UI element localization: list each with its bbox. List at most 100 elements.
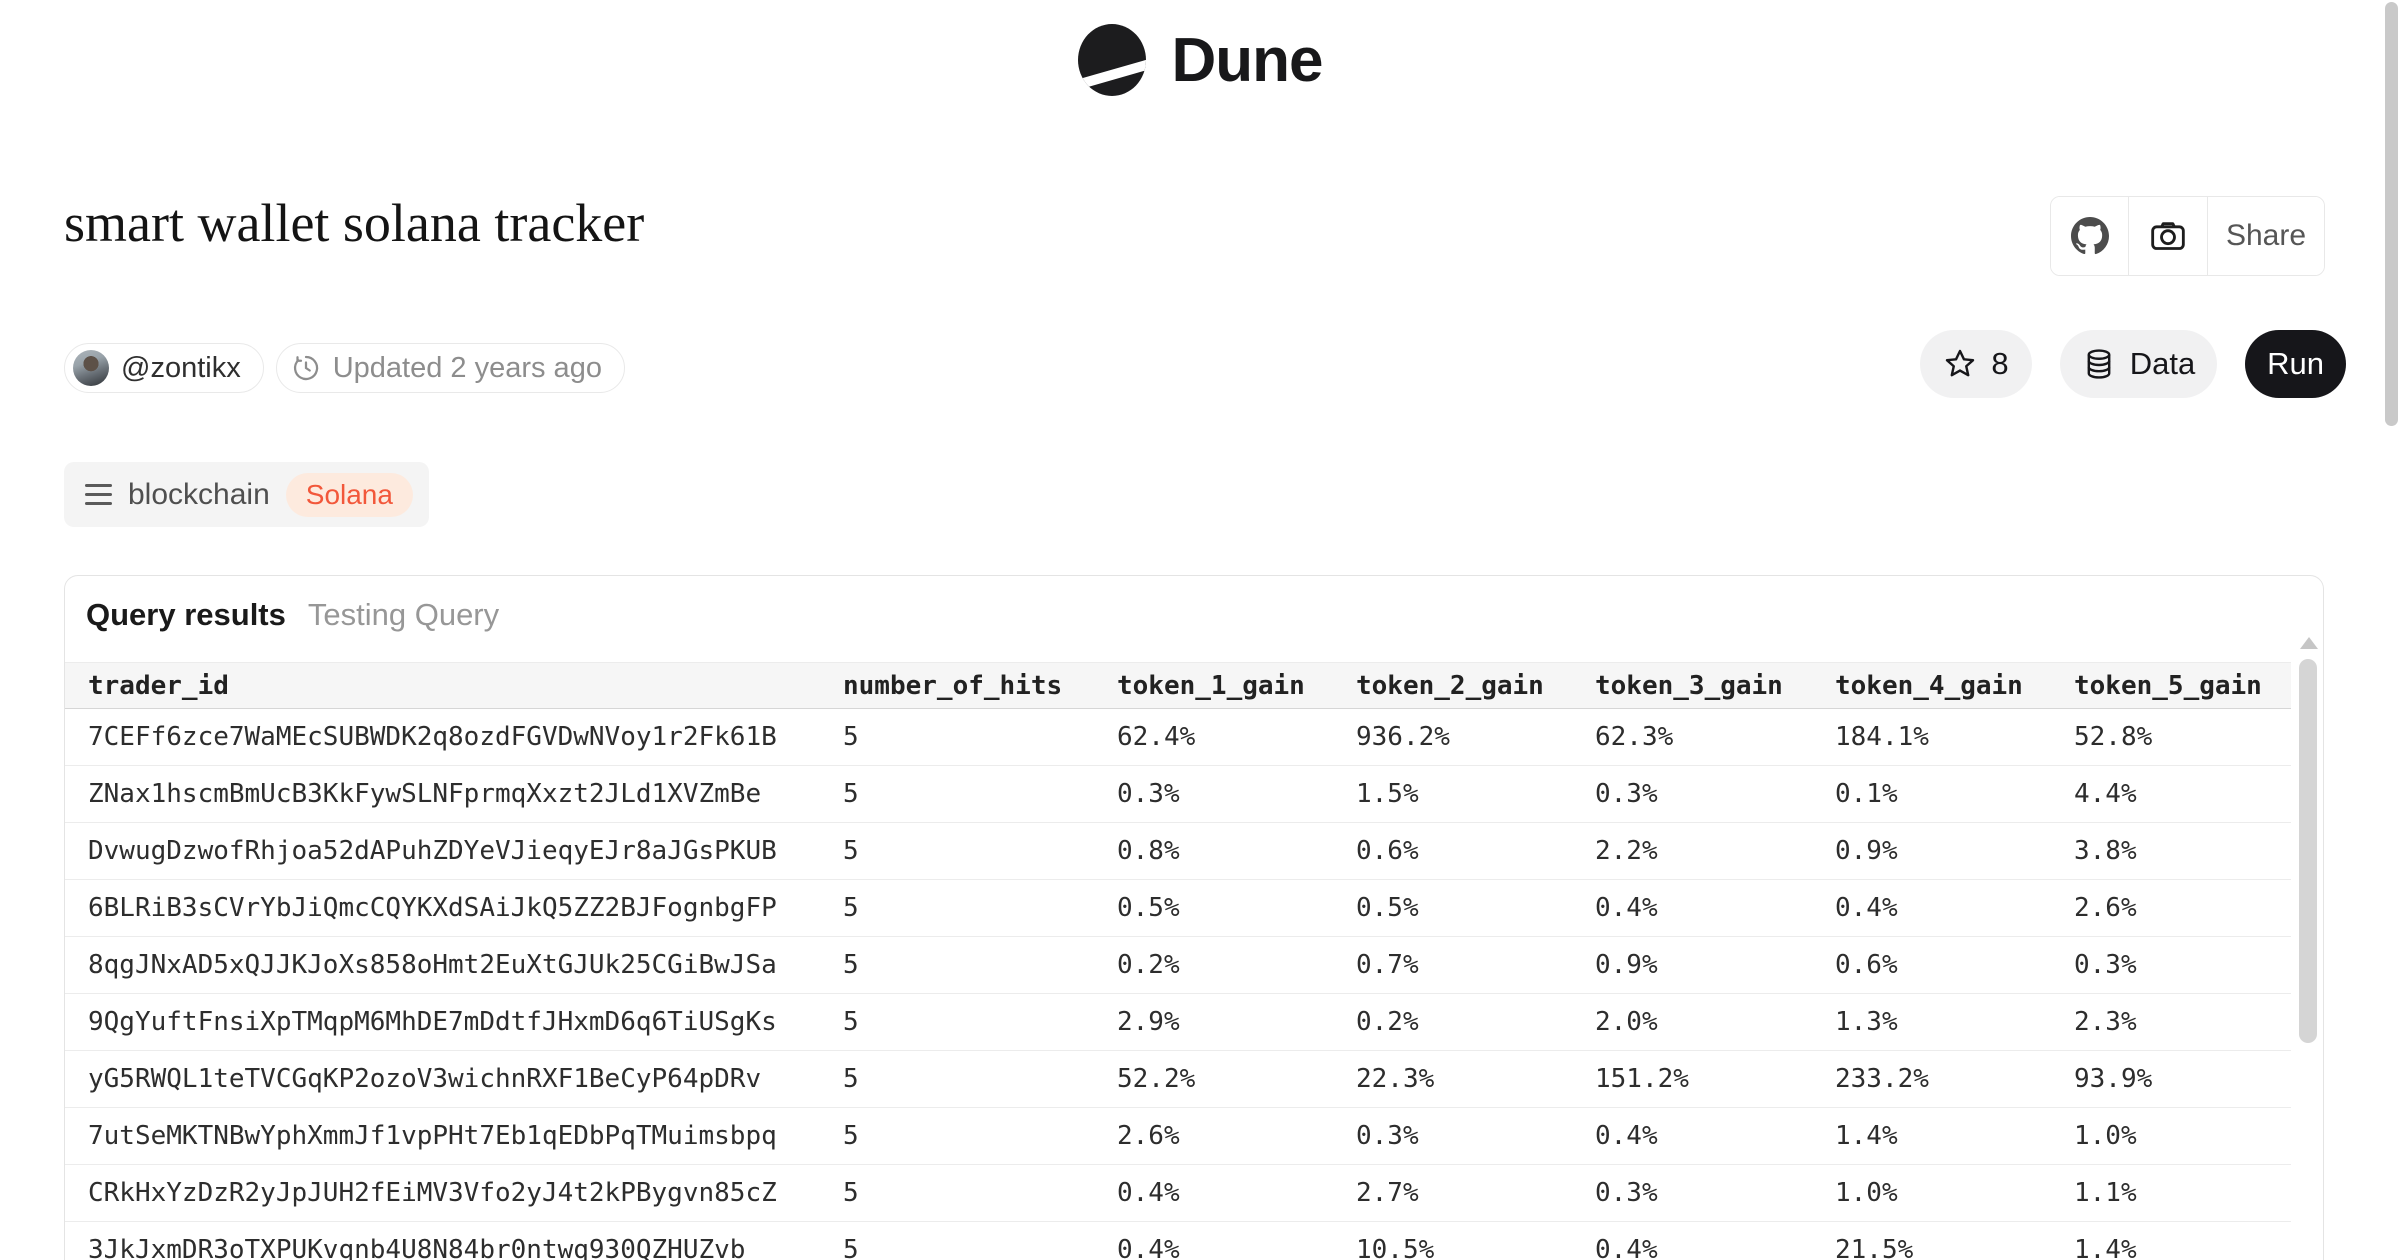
table-cell: 5 (843, 822, 1117, 880)
table-cell: 0.2% (1117, 936, 1356, 994)
table-cell: 5 (843, 1164, 1117, 1222)
table-cell: 0.4% (1835, 879, 2074, 937)
table-cell: 5 (843, 1050, 1117, 1108)
table-cell: 0.9% (1595, 936, 1835, 994)
page-scrollbar-thumb[interactable] (2385, 2, 2398, 426)
screenshot-button[interactable] (2129, 197, 2208, 275)
table-cell: 0.6% (1356, 822, 1595, 880)
clock-icon (291, 353, 321, 383)
data-button[interactable]: Data (2060, 330, 2217, 398)
table-cell: 0.2% (1356, 993, 1595, 1051)
table-cell: ZNax1hscmBmUcB3KkFywSLNFprmqXxzt2JLd1XVZ… (65, 765, 843, 823)
column-header-trader_id: trader_id (65, 662, 843, 709)
table-cell: 93.9% (2074, 1050, 2291, 1108)
column-header-token_1_gain: token_1_gain (1117, 662, 1356, 709)
drag-handle-icon[interactable] (85, 484, 112, 505)
updated-chip: Updated 2 years ago (275, 343, 625, 393)
table-scroll-up-arrow[interactable] (2300, 637, 2318, 649)
table-cell: 1.0% (2074, 1107, 2291, 1165)
data-button-label: Data (2129, 346, 2196, 381)
results-header: Query results Testing Query (65, 576, 2323, 662)
table-cell: 52.8% (2074, 708, 2291, 766)
table-row: 3JkJxmDR3oTXPUKvqnb4U8N84br0ntwq930QZHUZ… (65, 1221, 2291, 1260)
table-cell: 0.5% (1117, 879, 1356, 937)
table-cell: 7CEFf6zce7WaMEcSUBWDK2q8ozdFGVDwNVoy1r2F… (65, 708, 843, 766)
page-title: smart wallet solana tracker (64, 193, 645, 253)
run-button-label: Run (2267, 346, 2324, 381)
table-cell: 2.3% (2074, 993, 2291, 1051)
table-cell: 2.0% (1595, 993, 1835, 1051)
table-cell: 233.2% (1835, 1050, 2074, 1108)
table-cell: 2.6% (1117, 1107, 1356, 1165)
table-cell: 22.3% (1356, 1050, 1595, 1108)
updated-text: Updated 2 years ago (332, 351, 602, 384)
table-cell: 2.2% (1595, 822, 1835, 880)
table-cell: 5 (843, 936, 1117, 994)
table-cell: CRkHxYzDzR2yJpJUH2fEiMV3Vfo2yJ4t2kPBygvn… (65, 1164, 843, 1222)
table-cell: 0.4% (1595, 879, 1835, 937)
table-cell: 0.4% (1595, 1221, 1835, 1260)
table-scrollbar-thumb[interactable] (2299, 659, 2317, 1043)
table-cell: 5 (843, 1107, 1117, 1165)
run-button[interactable]: Run (2245, 330, 2346, 398)
table-cell: 5 (843, 993, 1117, 1051)
share-button[interactable]: Share (2208, 197, 2324, 275)
table-cell: 151.2% (1595, 1050, 1835, 1108)
table-cell: 0.4% (1595, 1107, 1835, 1165)
results-table-body: 7CEFf6zce7WaMEcSUBWDK2q8ozdFGVDwNVoy1r2F… (65, 708, 2291, 1260)
dune-logo-icon[interactable] (1077, 24, 1146, 96)
column-header-token_2_gain: token_2_gain (1356, 662, 1595, 709)
author-avatar (73, 350, 109, 386)
github-button[interactable] (2051, 197, 2129, 275)
share-button-label: Share (2225, 219, 2307, 252)
brand-header: Dune (0, 24, 2400, 96)
column-header-token_5_gain: token_5_gain (2074, 662, 2291, 709)
table-row: 6BLRiB3sCVrYbJiQmcCQYKXdSAiJkQ5ZZ2BJFogn… (65, 879, 2291, 937)
table-cell: 0.4% (1117, 1164, 1356, 1222)
table-cell: 3JkJxmDR3oTXPUKvqnb4U8N84br0ntwq930QZHUZ… (65, 1221, 843, 1260)
table-cell: 8qgJNxAD5xQJJKJoXs858oHmt2EuXtGJUk25CGiB… (65, 936, 843, 994)
table-row: 7CEFf6zce7WaMEcSUBWDK2q8ozdFGVDwNVoy1r2F… (65, 708, 2291, 766)
table-cell: 7utSeMKTNBwYphXmmJf1vpPHt7Eb1qEDbPqTMuim… (65, 1107, 843, 1165)
table-cell: 2.9% (1117, 993, 1356, 1051)
table-cell: 5 (843, 765, 1117, 823)
table-cell: 5 (843, 708, 1117, 766)
results-title: Query results (86, 597, 286, 632)
table-cell: 21.5% (1835, 1221, 2074, 1260)
table-cell: 0.7% (1356, 936, 1595, 994)
table-row: CRkHxYzDzR2yJpJUH2fEiMV3Vfo2yJ4t2kPBygvn… (65, 1164, 2291, 1222)
table-cell: 0.3% (2074, 936, 2291, 994)
column-header-token_3_gain: token_3_gain (1595, 662, 1835, 709)
table-cell: yG5RWQL1teTVCGqKP2ozoV3wichnRXF1BeCyP64p… (65, 1050, 843, 1108)
brand-wordmark[interactable]: Dune (1171, 25, 1324, 95)
table-cell: 0.5% (1356, 879, 1595, 937)
table-cell: 6BLRiB3sCVrYbJiQmcCQYKXdSAiJkQ5ZZ2BJFogn… (65, 879, 843, 937)
table-cell: 0.3% (1595, 1164, 1835, 1222)
table-cell: 0.6% (1835, 936, 2074, 994)
parameter-value[interactable]: Solana (285, 472, 413, 517)
table-cell: 3.8% (2074, 822, 2291, 880)
table-cell: 936.2% (1356, 708, 1595, 766)
table-cell: 1.0% (1835, 1164, 2074, 1222)
results-table: trader_id number_of_hits token_1_gain token… (65, 662, 2291, 1260)
star-count: 8 (1991, 346, 2009, 381)
query-meta: @zontikx Updated 2 years ago (64, 343, 625, 393)
parameter-chip-blockchain[interactable]: blockchain Solana (64, 462, 429, 527)
camera-icon (2148, 216, 2188, 256)
table-cell: 2.6% (2074, 879, 2291, 937)
star-button[interactable]: 8 (1920, 330, 2032, 398)
table-cell: 1.1% (2074, 1164, 2291, 1222)
table-cell: 9QgYuftFnsiXpTMqpM6MhDE7mDdtfJHxmD6q6TiU… (65, 993, 843, 1051)
author-chip[interactable]: @zontikx (64, 343, 264, 393)
table-row: 8qgJNxAD5xQJJKJoXs858oHmt2EuXtGJUk25CGiB… (65, 936, 2291, 994)
table-cell: 52.2% (1117, 1050, 1356, 1108)
table-row: ZNax1hscmBmUcB3KkFywSLNFprmqXxzt2JLd1XVZ… (65, 765, 2291, 823)
table-cell: 5 (843, 879, 1117, 937)
table-cell: 4.4% (2074, 765, 2291, 823)
share-button-group: Share (2050, 196, 2325, 276)
table-cell: 0.4% (1117, 1221, 1356, 1260)
column-header-number_of_hits: number_of_hits (843, 662, 1117, 709)
table-header-row: trader_id number_of_hits token_1_gain token… (65, 662, 2291, 709)
table-cell: 62.4% (1117, 708, 1356, 766)
